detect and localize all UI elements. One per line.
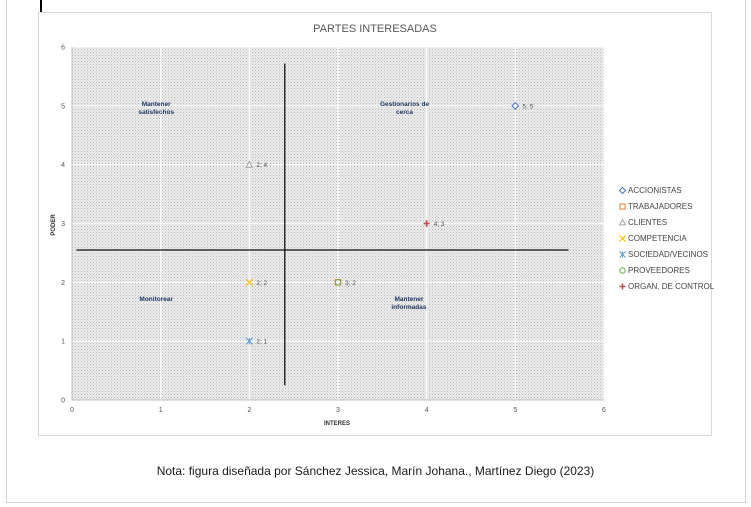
quadrant-annotation: Mantener satisfechos (138, 101, 174, 116)
x-tick-label: 0 (70, 407, 74, 414)
annotation-line: Gestionarios de (380, 101, 430, 108)
legend-item-trabajadores: TRABAJADORES (618, 198, 714, 214)
annotation-line: satisfechos (138, 109, 174, 116)
legend-label: COMPETENCIA (628, 234, 687, 243)
legend-item-competencia: COMPETENCIA (618, 230, 714, 246)
legend-label: CLIENTES (628, 218, 667, 227)
y-tick-label: 4 (61, 162, 65, 169)
x-tick-label: 4 (425, 407, 429, 414)
chart-legend: ACCIONISTAS TRABAJADORES CLIENTES COMPETENC… (618, 182, 714, 294)
data-label-competencia: 2; 2 (256, 280, 267, 287)
legend-symbol (620, 283, 626, 289)
y-tick-label: 1 (61, 339, 65, 346)
annotation-line: informadas (391, 304, 426, 311)
text-cursor (40, 0, 42, 12)
y-tick-label: 5 (61, 103, 65, 110)
legend-marker-clientes (618, 218, 627, 227)
legend-item-accionistas: ACCIONISTAS (618, 182, 714, 198)
stakeholder-scatter-chart: PARTES INTERESADAS 0 1 2 3 4 5 6 0 1 2 3 4 5 6 Mantene… (39, 13, 711, 435)
legend-label: PROVEEDORES (628, 266, 690, 275)
x-tick-label: 2 (247, 407, 251, 414)
legend-marker-competencia (618, 234, 627, 243)
annotation-line: Mantener (142, 101, 171, 108)
data-label-clientes: 2; 4 (256, 162, 267, 169)
figure-caption: Nota: figura diseñada por Sánchez Jessic… (0, 464, 751, 478)
legend-symbol (620, 203, 625, 208)
legend-symbol (620, 267, 625, 272)
annotation-line: Mantener (394, 296, 423, 303)
legend-item-organ-de-control: ORGAN. DE CONTROL (618, 278, 714, 294)
legend-symbol (620, 251, 626, 257)
x-tick-label: 6 (602, 407, 606, 414)
legend-symbol (620, 219, 626, 224)
x-tick-label: 3 (336, 407, 340, 414)
y-tick-label: 3 (61, 221, 65, 228)
legend-item-clientes: CLIENTES (618, 214, 714, 230)
y-axis-label: PODER (51, 214, 57, 236)
y-tick-label: 6 (61, 45, 65, 52)
x-tick-label: 5 (513, 407, 517, 414)
legend-marker-accionistas (618, 186, 627, 195)
data-label-sociedad-vecinos: 2; 1 (256, 339, 267, 346)
legend-item-sociedad-vecinos: SOCIEDAD/VECINOS (618, 246, 714, 262)
legend-label: ACCIONISTAS (628, 186, 682, 195)
legend-marker-proveedores (618, 266, 627, 275)
chart-title: PARTES INTERESADAS (313, 23, 437, 35)
y-tick-label: 0 (61, 398, 65, 405)
quadrant-annotation: Mantener informadas (391, 296, 426, 311)
annotation-line: cerca (396, 109, 413, 116)
legend-marker-trabajadores (618, 202, 627, 211)
legend-symbol (620, 187, 626, 193)
legend-label: ORGAN. DE CONTROL (628, 282, 714, 291)
legend-marker-sociedad-vecinos (618, 250, 627, 259)
y-tick-label: 2 (61, 280, 65, 287)
data-label-trabajadores: 3; 2 (345, 280, 356, 287)
legend-item-proveedores: PROVEEDORES (618, 262, 714, 278)
chart-frame: PARTES INTERESADAS 0 1 2 3 4 5 6 0 1 2 3 4 5 6 Mantene… (38, 12, 712, 436)
legend-label: SOCIEDAD/VECINOS (628, 250, 708, 259)
x-tick-label: 1 (159, 407, 163, 414)
legend-marker-organ-de-control (618, 282, 627, 291)
data-label-organ-de-control: 4; 3 (434, 221, 445, 228)
legend-label: TRABAJADORES (628, 202, 692, 211)
data-label-accionistas: 5; 5 (522, 103, 533, 110)
quadrant-annotation: Monitorear (139, 296, 173, 303)
legend-symbol (620, 235, 626, 241)
x-axis-label: INTERES (324, 421, 350, 427)
annotation-line: Monitorear (139, 296, 173, 303)
